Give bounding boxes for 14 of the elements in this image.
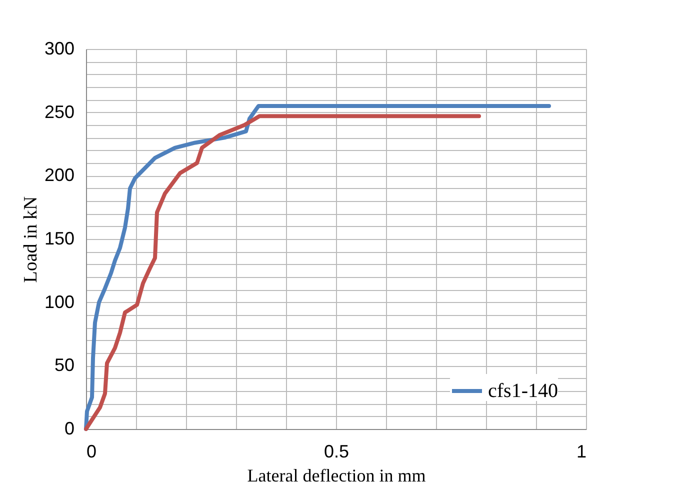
y-tick-label: 0	[64, 418, 74, 438]
x-tick-label: 1	[576, 442, 586, 462]
x-tick-label: 0.5	[324, 442, 350, 462]
y-tick-label: 100	[44, 292, 74, 312]
y-tick-label: 150	[44, 228, 74, 248]
y-axis-title: Load in kN	[20, 196, 42, 283]
line-series	[84, 114, 481, 431]
legend-label: cfs1-140	[488, 380, 558, 402]
x-tick-label: 0	[86, 442, 97, 462]
y-tick-label: 200	[44, 165, 74, 186]
x-axis-title: Lateral deflection in mm	[247, 466, 426, 486]
y-tick-label: 50	[54, 355, 74, 376]
y-tick-label: 250	[44, 102, 74, 122]
y-tick-label: 300	[44, 38, 74, 58]
